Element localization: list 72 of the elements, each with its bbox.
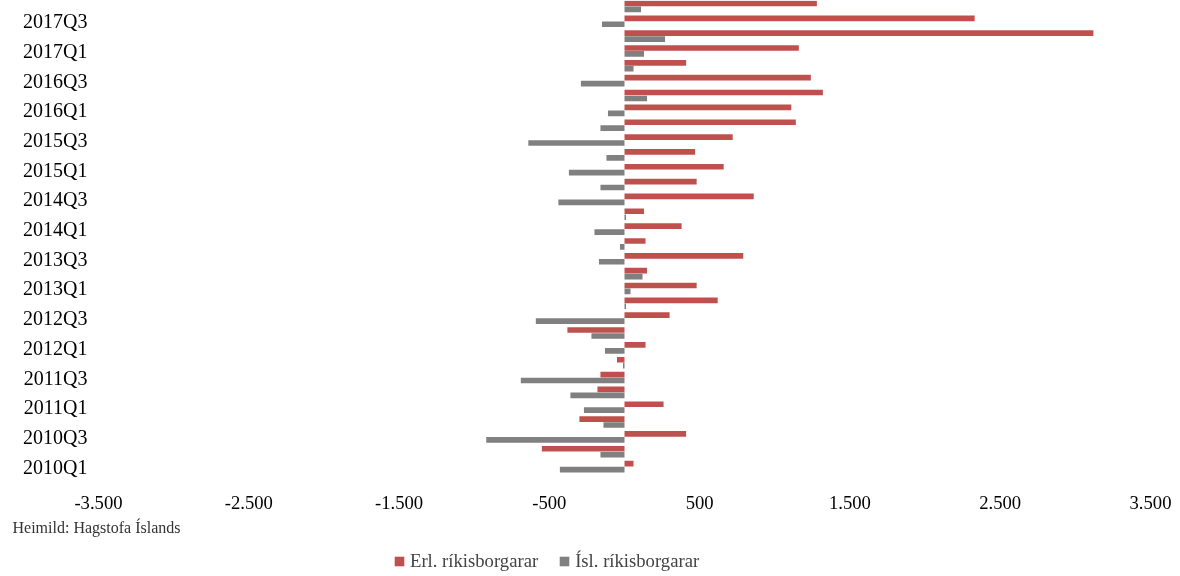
text: Heimild: Hagstofa Íslands bbox=[12, 517, 181, 537]
y-tick-label: 2016Q3 bbox=[23, 69, 88, 92]
bar bbox=[624, 342, 646, 348]
y-tick-label: 2015Q1 bbox=[23, 158, 88, 181]
x-tick-label: -500 bbox=[532, 491, 567, 513]
bar bbox=[570, 392, 625, 399]
bar bbox=[624, 74, 811, 81]
x-tick-label: -3.500 bbox=[74, 491, 123, 513]
legend-label: Ísl. ríkisborgarar bbox=[575, 550, 700, 572]
bar bbox=[486, 437, 625, 443]
bar bbox=[606, 155, 625, 161]
bar bbox=[535, 318, 625, 324]
bar bbox=[604, 347, 625, 354]
bar bbox=[591, 333, 625, 339]
bar bbox=[600, 371, 625, 378]
y-tick-label: 2014Q3 bbox=[23, 188, 88, 211]
bar bbox=[624, 60, 687, 66]
bar bbox=[601, 21, 625, 28]
y-tick-label: 2016Q1 bbox=[23, 99, 88, 122]
bar bbox=[603, 422, 625, 428]
bar bbox=[597, 386, 625, 393]
bar bbox=[624, 401, 664, 408]
y-tick-label: 2013Q3 bbox=[23, 247, 88, 270]
x-tick-label: -2.500 bbox=[224, 491, 273, 513]
bar bbox=[624, 134, 733, 140]
y-tick-label: 2010Q1 bbox=[23, 455, 88, 478]
bar bbox=[568, 169, 625, 176]
bar bbox=[624, 51, 645, 57]
bar bbox=[600, 451, 625, 458]
bar bbox=[624, 208, 645, 215]
y-tick-label: 2010Q3 bbox=[23, 425, 88, 448]
y-tick-label: 2012Q1 bbox=[23, 336, 88, 359]
bar bbox=[624, 65, 634, 72]
legend-label: Erl. ríkisborgarar bbox=[410, 550, 539, 572]
y-tick-label: 2017Q3 bbox=[23, 10, 88, 33]
bar bbox=[541, 445, 625, 452]
bar bbox=[607, 110, 625, 117]
bar bbox=[624, 252, 744, 259]
y-tick-label: 2013Q1 bbox=[23, 277, 88, 300]
x-tick-label: 2.500 bbox=[979, 491, 1022, 513]
bar bbox=[600, 184, 625, 191]
bar bbox=[624, 119, 796, 126]
y-tick-label: 2011Q3 bbox=[23, 366, 88, 389]
bar bbox=[567, 327, 625, 333]
bar bbox=[528, 140, 625, 146]
x-tick-label: 1.500 bbox=[828, 491, 871, 513]
bar bbox=[624, 223, 682, 229]
bar bbox=[616, 356, 625, 363]
bar bbox=[600, 125, 625, 131]
bar bbox=[594, 229, 625, 235]
bar bbox=[558, 199, 625, 206]
bar bbox=[624, 36, 666, 42]
y-tick-label: 2015Q3 bbox=[23, 129, 88, 152]
bar bbox=[624, 15, 975, 22]
x-tick-label: -1.500 bbox=[374, 491, 424, 513]
bar bbox=[624, 149, 696, 155]
bar bbox=[624, 312, 670, 319]
bar bbox=[619, 244, 625, 250]
x-tick-label: 3.500 bbox=[1129, 491, 1172, 513]
y-tick-label: 2011Q1 bbox=[23, 396, 88, 419]
bar bbox=[624, 163, 724, 170]
bar bbox=[583, 407, 625, 414]
bar bbox=[624, 238, 646, 244]
y-tick-label: 2017Q1 bbox=[23, 39, 88, 62]
bar bbox=[624, 45, 799, 51]
bar bbox=[598, 258, 625, 265]
y-tick-label: 2012Q3 bbox=[23, 307, 88, 330]
bar bbox=[624, 431, 687, 437]
x-tick-label: 500 bbox=[685, 491, 714, 513]
bar bbox=[624, 30, 1094, 36]
y-tick-label: 2014Q1 bbox=[23, 218, 88, 241]
bar bbox=[579, 416, 625, 422]
